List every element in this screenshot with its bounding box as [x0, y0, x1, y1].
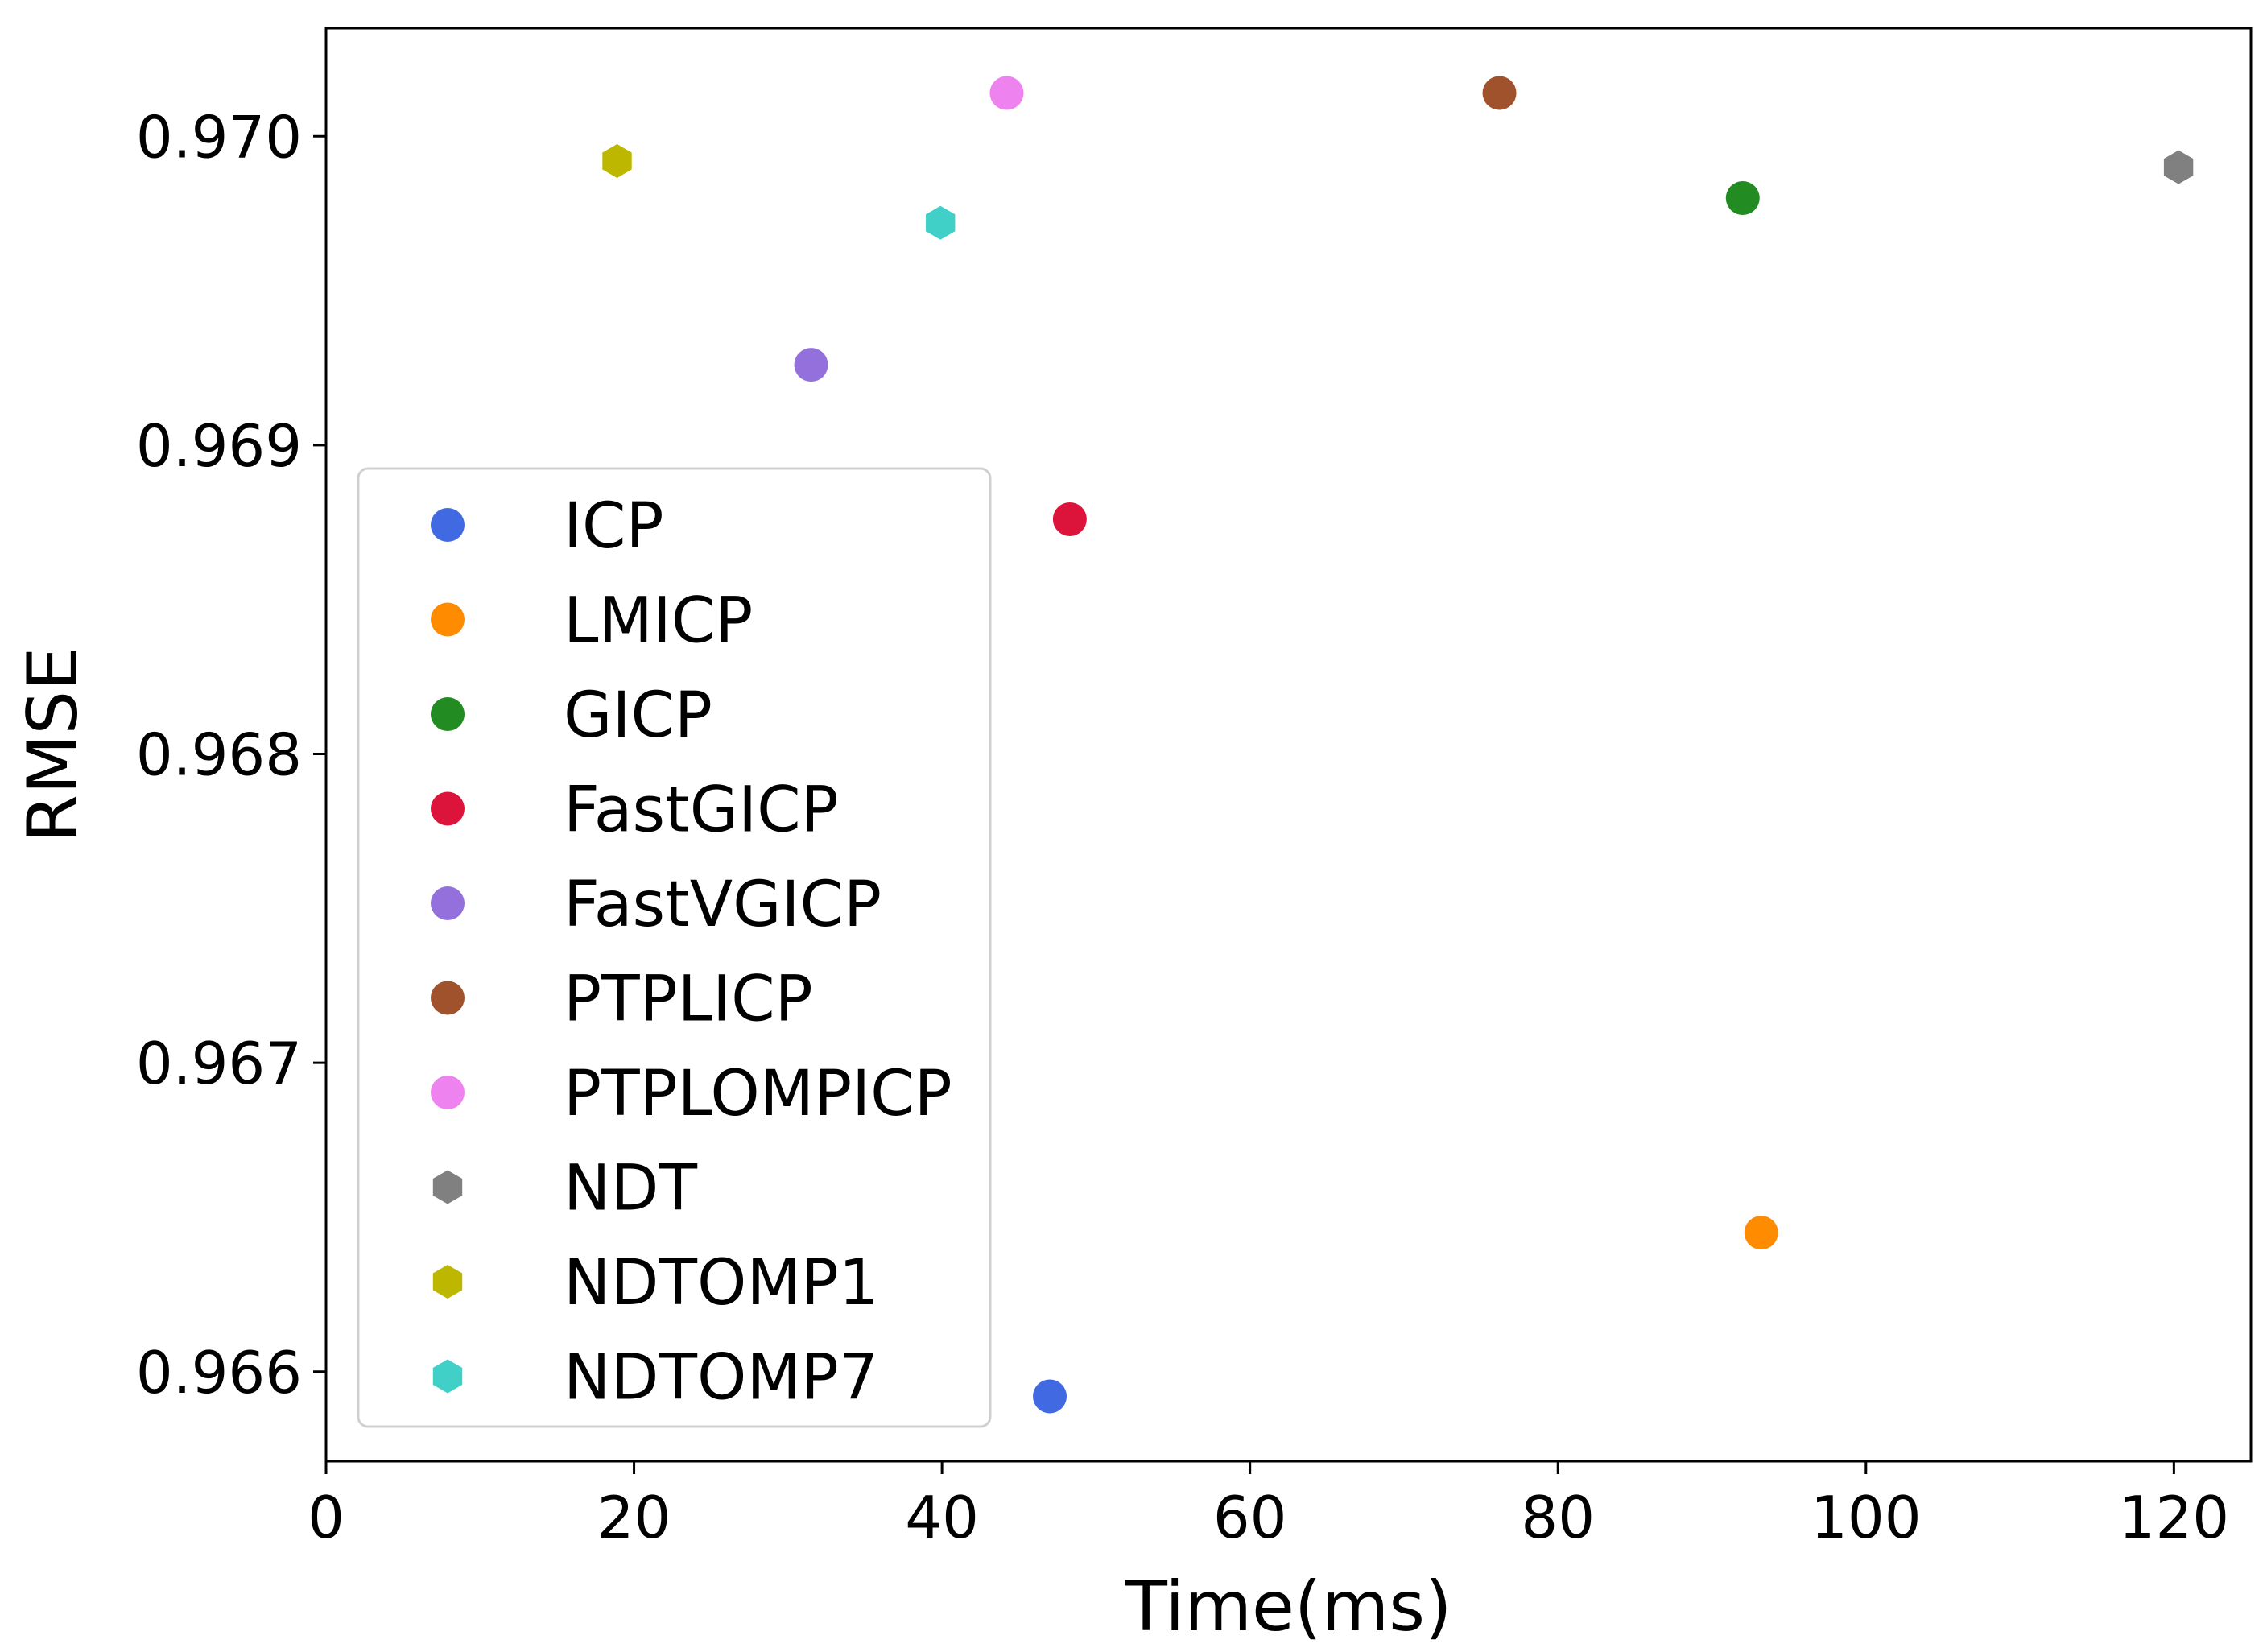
x-tick-label: 40 — [905, 1484, 979, 1551]
legend-label-ptplompicp: PTPLOMPICP — [564, 1058, 952, 1130]
data-point-ndt — [2163, 150, 2194, 184]
y-tick-label: 0.968 — [136, 721, 302, 789]
data-point-fastvgicp — [794, 348, 828, 382]
legend-label-ndtomp1: NDTOMP1 — [564, 1247, 878, 1320]
x-tick-label: 20 — [597, 1484, 671, 1551]
data-point-ptplicp — [1482, 76, 1517, 110]
data-point-ndtomp1 — [602, 144, 632, 178]
legend-marker-ndtomp7 — [432, 1359, 463, 1394]
x-tick-label: 0 — [308, 1484, 345, 1551]
legend-label-icp: ICP — [564, 490, 664, 563]
legend-marker-ndtomp1 — [432, 1265, 463, 1299]
legend-marker-gicp — [431, 697, 465, 731]
data-point-lmicp — [1744, 1216, 1778, 1250]
legend-box — [357, 467, 992, 1428]
x-tick-label: 120 — [2119, 1484, 2229, 1551]
legend-marker-fastvgicp — [431, 886, 465, 920]
y-tick-label: 0.970 — [136, 103, 302, 171]
x-tick-label: 60 — [1213, 1484, 1287, 1551]
legend-label-gicp: GICP — [564, 679, 712, 752]
legend-marker-ptplicp — [431, 981, 465, 1015]
legend-label-fastgicp: FastGICP — [564, 774, 839, 847]
legend-marker-fastgicp — [431, 791, 465, 826]
y-tick-label: 0.966 — [136, 1339, 302, 1406]
data-point-ptplompicp — [989, 76, 1024, 110]
legend-marker-lmicp — [431, 602, 465, 637]
x-tick-label: 80 — [1521, 1484, 1595, 1551]
data-point-icp — [1033, 1379, 1067, 1414]
legend-label-ptplicp: PTPLICP — [564, 964, 813, 1036]
y-axis-label: RMSE — [13, 647, 93, 843]
legend-label-ndt: NDT — [564, 1153, 697, 1225]
y-tick-label: 0.969 — [136, 412, 302, 480]
legend-label-fastvgicp: FastVGICP — [564, 869, 882, 941]
legend-marker-icp — [431, 508, 465, 542]
legend-marker-ndt — [432, 1170, 463, 1204]
data-point-fastgicp — [1052, 502, 1087, 536]
x-axis-label: Time(ms) — [1124, 1567, 1451, 1647]
plot-layer: 0 20 40 60 80 100 120 0.966 0.967 0.968 0.969 0.970… — [13, 27, 2253, 1647]
y-tick-label: 0.967 — [136, 1030, 302, 1097]
legend-label-lmicp: LMICP — [564, 585, 753, 658]
data-point-ndtomp7 — [926, 205, 956, 240]
legend-marker-ptplompicp — [431, 1076, 465, 1109]
plot-frame — [324, 27, 2253, 1463]
legend-label-ndtomp7: NDTOMP7 — [564, 1342, 878, 1415]
data-point-gicp — [1725, 180, 1760, 215]
x-tick-label: 100 — [1811, 1484, 1921, 1551]
